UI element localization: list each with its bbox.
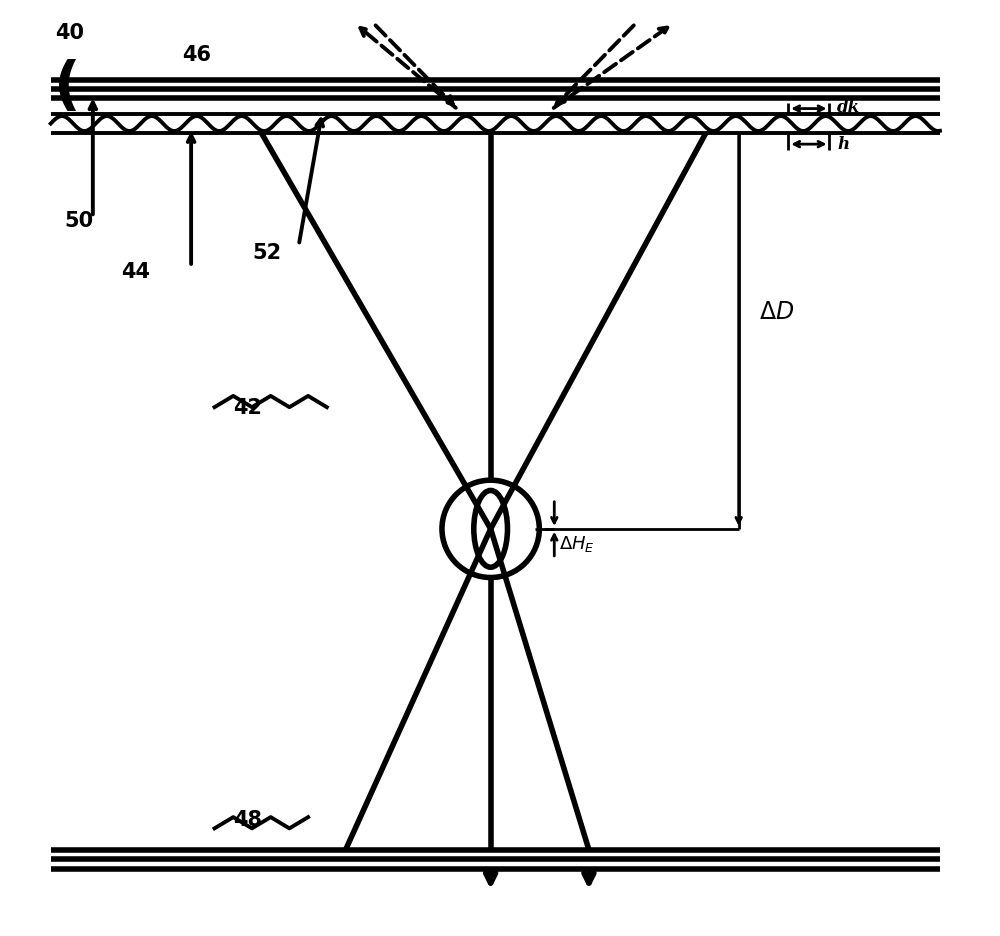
Text: 48: 48: [233, 810, 262, 829]
Text: dk: dk: [837, 99, 860, 116]
Text: h: h: [837, 136, 849, 153]
Text: 52: 52: [252, 243, 281, 263]
Text: 40: 40: [55, 23, 84, 43]
Text: 50: 50: [65, 211, 94, 230]
Text: (: (: [54, 60, 81, 116]
Text: 42: 42: [233, 398, 262, 417]
Text: $\Delta D$: $\Delta D$: [759, 300, 794, 324]
Text: 44: 44: [121, 262, 150, 282]
Text: 46: 46: [182, 45, 211, 65]
Text: $\Delta H_E$: $\Delta H_E$: [559, 534, 595, 553]
